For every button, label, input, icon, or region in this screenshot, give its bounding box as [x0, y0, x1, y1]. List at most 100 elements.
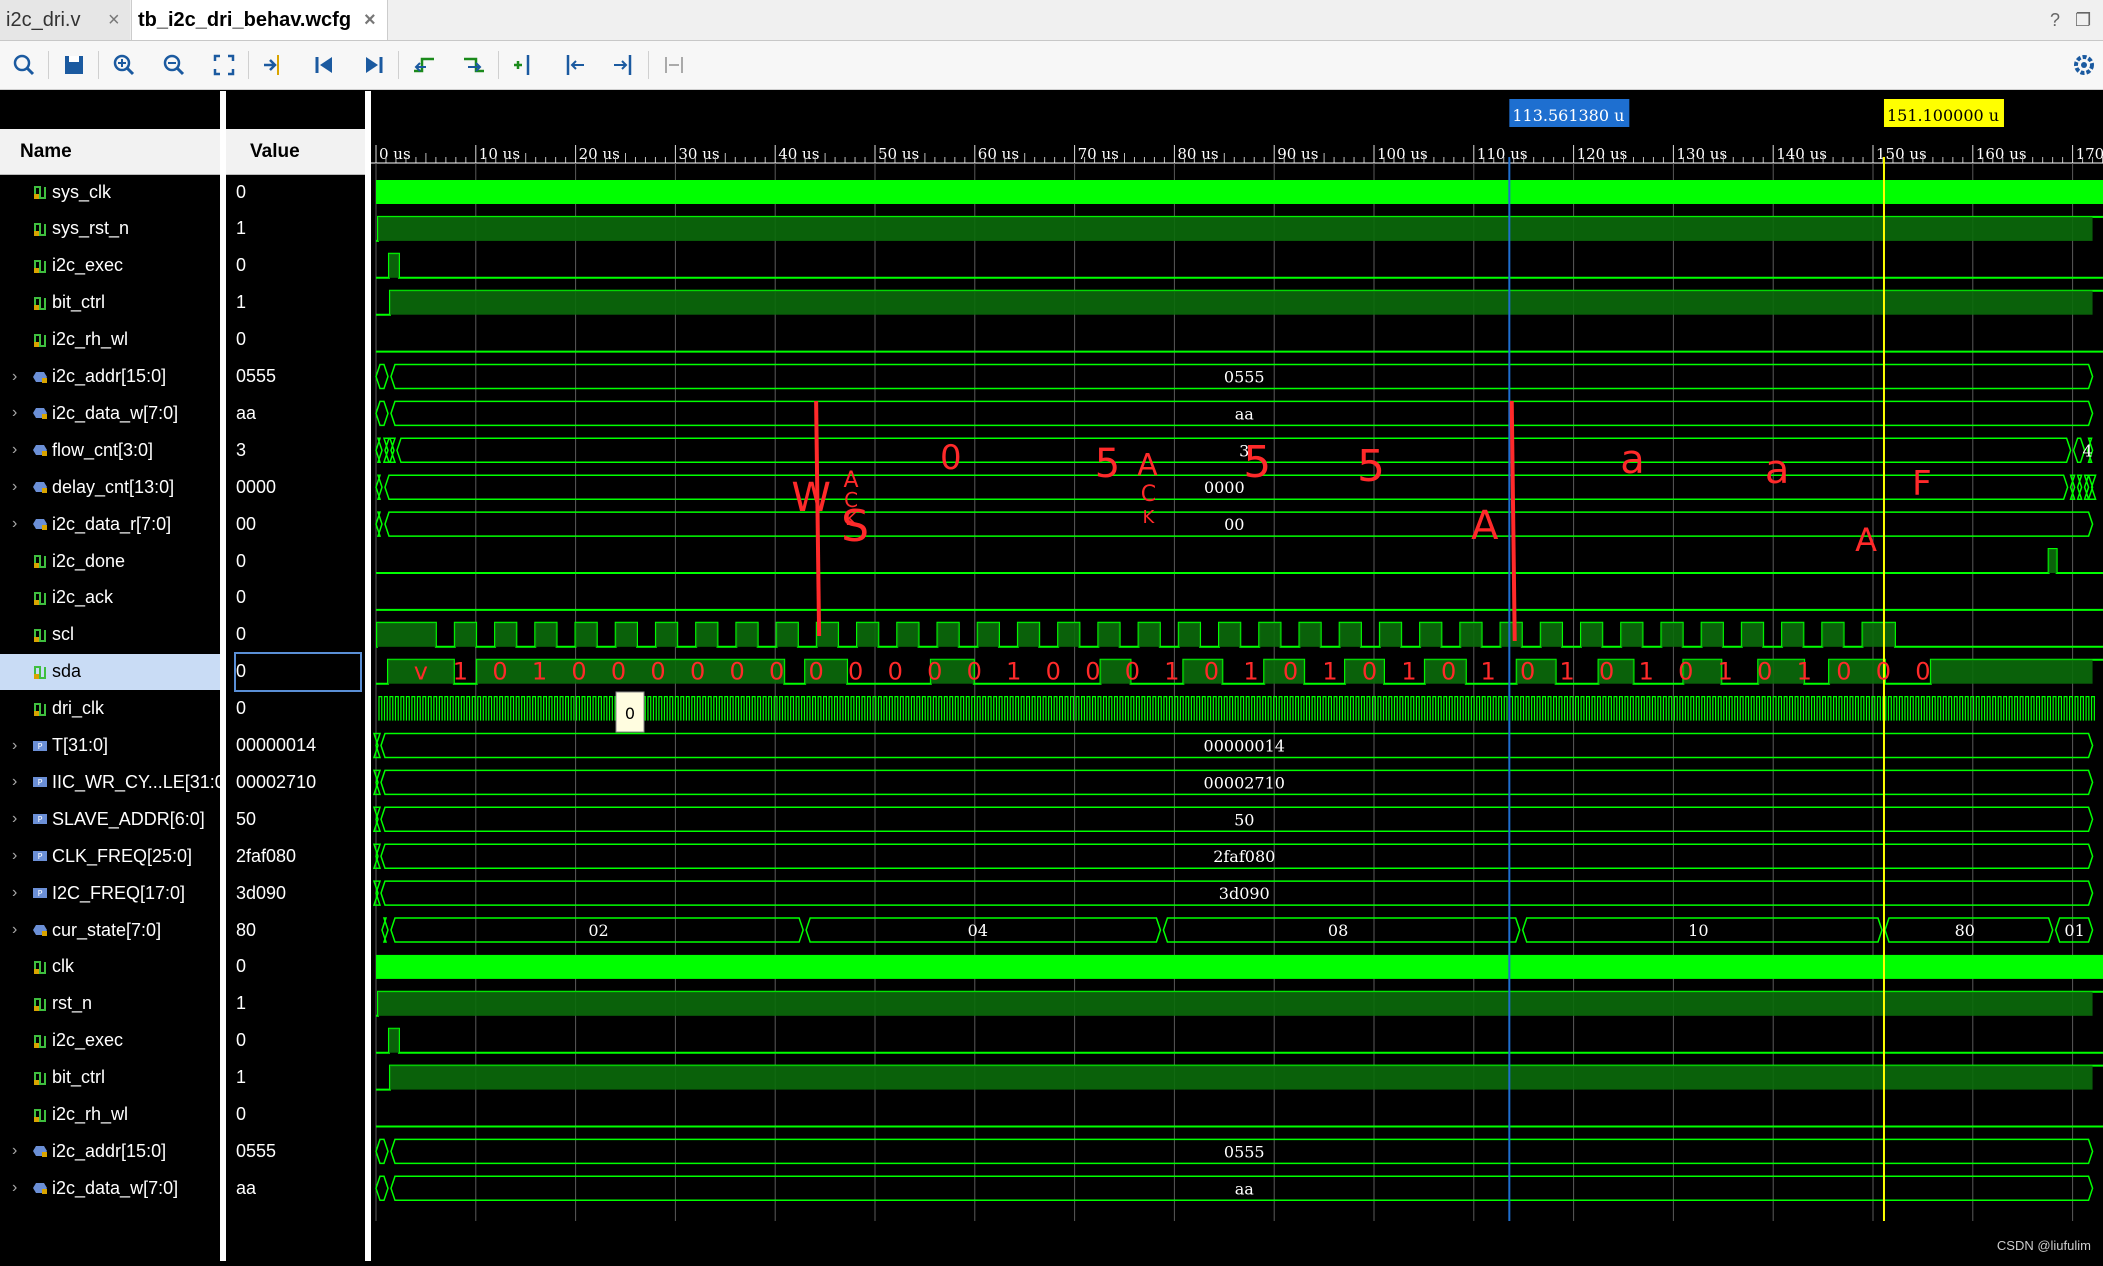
previous-transition-icon[interactable] [408, 49, 440, 81]
i2c-exec-2-wave-high-fill [388, 1028, 399, 1053]
signal-name: clk [52, 956, 74, 977]
zoom-out-icon[interactable] [158, 49, 190, 81]
logic-signal-icon [34, 1034, 46, 1048]
signal-row-clk-freq-25-0-[interactable]: › P CLK_FREQ[25:0] [0, 838, 220, 874]
cur-state-segment [1162, 917, 1521, 943]
slave-addr-wave-segment [380, 806, 2094, 833]
save-icon[interactable] [58, 49, 90, 81]
go-to-time-0-icon[interactable] [308, 49, 340, 81]
signal-row-scl[interactable]: scl [0, 617, 220, 653]
svg-text:P: P [38, 815, 43, 824]
chevron-right-icon[interactable]: › [12, 515, 18, 533]
signal-row-i2c-freq-17-0-[interactable]: › P I2C_FREQ[17:0] [0, 875, 220, 911]
chevron-right-icon[interactable]: › [12, 404, 18, 422]
signal-row-iic-wr-cy-le-31-0-[interactable]: › P IIC_WR_CY...LE[31:0] [0, 764, 230, 800]
signal-value: 00 [236, 513, 257, 534]
i2c-data-w-2-wave-segment [390, 1175, 2094, 1202]
chevron-right-icon[interactable]: › [12, 810, 18, 828]
swap-cursors-icon[interactable] [658, 49, 690, 81]
pane-splitter[interactable] [220, 91, 226, 1261]
chevron-right-icon[interactable]: › [12, 1179, 18, 1197]
close-icon[interactable]: × [364, 8, 376, 31]
add-marker-icon[interactable] [508, 49, 540, 81]
signal-row-cur-state-7-0-[interactable]: › cur_state[7:0] [0, 912, 220, 948]
chevron-right-icon[interactable]: › [12, 1142, 18, 1160]
chevron-right-icon[interactable]: › [12, 847, 18, 865]
signal-row-i2c-ack[interactable]: i2c_ack [0, 580, 220, 616]
help-icon[interactable]: ? [2050, 10, 2061, 30]
scl-wave-high-fill [1299, 622, 1321, 647]
signal-row-i2c-done[interactable]: i2c_done [0, 543, 220, 579]
scl-wave-high-fill [1540, 622, 1563, 647]
i2c-freq-wave-value: 3d090 [1219, 884, 1270, 903]
tab-tb-i2c-dri-behav-wcfg[interactable]: tb_i2c_dri_behav.wcfg × [131, 0, 388, 40]
signal-row-i2c-rh-wl[interactable]: i2c_rh_wl [0, 322, 220, 358]
chevron-right-icon[interactable]: › [12, 884, 18, 902]
signal-value: 0 [236, 587, 247, 608]
chevron-right-icon[interactable]: › [12, 921, 18, 938]
zoom-in-icon[interactable] [108, 49, 140, 81]
signal-value: 1 [236, 218, 247, 239]
close-icon[interactable]: × [108, 8, 120, 31]
signal-row-delay-cnt-13-0-[interactable]: › delay_cnt[13:0] [0, 469, 220, 505]
signal-row-i2c-data-r-7-0-[interactable]: › i2c_data_r[7:0] [0, 506, 220, 542]
signal-row-i2c-data-w-7-0-[interactable]: › i2c_data_w[7:0] [0, 395, 220, 431]
signal-row-sys-clk[interactable]: sys_clk [0, 174, 220, 210]
signal-row-t-31-0-[interactable]: › P T[31:0] [0, 728, 220, 764]
zoom-fit-icon[interactable] [208, 49, 240, 81]
handwritten-separator [1509, 400, 1517, 642]
name-column-header[interactable]: Name [0, 129, 220, 175]
sda-bit-annotation: 1 [1243, 658, 1258, 686]
i2c-data-w-2-wave-segment [375, 1175, 389, 1202]
restore-icon[interactable]: ❐ [2075, 10, 2092, 30]
sda-wave-high-fill [1345, 659, 1384, 684]
signal-row-bit-ctrl[interactable]: bit_ctrl [0, 285, 220, 321]
chevron-right-icon[interactable]: › [12, 441, 18, 459]
signal-row-dri-clk[interactable]: dri_clk [0, 691, 220, 727]
chevron-right-icon[interactable]: › [12, 773, 18, 791]
i2c-done-wave-high-fill [2048, 549, 2057, 573]
settings-gear-icon[interactable] [2068, 49, 2100, 81]
i2c-addr-2-wave-segment [375, 1138, 389, 1165]
logic-signal-icon [34, 960, 46, 974]
signal-row-flow-cnt-3-0-[interactable]: › flow_cnt[3:0] [0, 432, 220, 468]
chevron-right-icon[interactable]: › [12, 736, 18, 754]
logic-signal-icon [34, 1071, 46, 1085]
signal-name: sys_clk [52, 181, 112, 202]
pane-splitter[interactable] [365, 91, 371, 1261]
signal-value-pane: Value 0 1 0 1 0 0555 aa 3 0000 00 0 0 0 0 0 00000014 000… [226, 91, 365, 1261]
go-to-cursor-icon[interactable] [258, 49, 290, 81]
signal-row-i2c-data-w-7-0-[interactable]: › i2c_data_w[7:0] [0, 1170, 220, 1206]
signal-row-sda[interactable]: sda [0, 653, 220, 690]
signal-name: i2c_data_w[7:0] [52, 1177, 179, 1198]
toolbar-separator [498, 51, 499, 79]
tab-i2c-dri-v[interactable]: i2c_dri.v × [0, 0, 130, 40]
signal-row-bit-ctrl[interactable]: bit_ctrl [0, 1060, 220, 1096]
next-marker-icon[interactable] [608, 49, 640, 81]
signal-row-rst-n[interactable]: rst_n [0, 986, 220, 1022]
i2c-addr-wave-segment [375, 363, 389, 390]
signal-row-sys-rst-n[interactable]: sys_rst_n [0, 211, 220, 247]
search-icon[interactable] [8, 49, 40, 81]
go-to-last-time-icon[interactable] [358, 49, 390, 81]
next-transition-icon[interactable] [458, 49, 490, 81]
signal-row-i2c-exec[interactable]: i2c_exec [0, 248, 220, 284]
waveform-area[interactable]: 0 us 10 us 20 us 30 us 40 us 50 us 60 us 70 us 8… [371, 91, 2103, 1266]
scl-wave-high-fill [1460, 622, 1482, 647]
chevron-right-icon[interactable]: › [12, 478, 18, 496]
signal-row-i2c-exec[interactable]: i2c_exec [0, 1023, 220, 1059]
scl-wave-high-fill [1701, 622, 1723, 647]
signal-row-slave-addr-6-0-[interactable]: › P SLAVE_ADDR[6:0] [0, 801, 220, 837]
signal-row-clk[interactable]: clk [0, 949, 220, 985]
value-column-header[interactable]: Value [226, 129, 365, 175]
t-wave-value: 00000014 [1204, 737, 1285, 756]
previous-marker-icon[interactable] [558, 49, 590, 81]
waveform-canvas[interactable]: 0 us 10 us 20 us 30 us 40 us 50 us 60 us 70 us 8… [371, 91, 2103, 1261]
scl-wave-high-fill [1339, 622, 1361, 647]
signal-row-i2c-addr-15-0-[interactable]: › i2c_addr[15:0] [0, 359, 220, 395]
sda-wave-high-fill [1598, 659, 1634, 684]
bus-signal-icon [33, 408, 47, 420]
signal-row-i2c-addr-15-0-[interactable]: › i2c_addr[15:0] [0, 1133, 220, 1169]
chevron-right-icon[interactable]: › [12, 367, 18, 385]
signal-row-i2c-rh-wl[interactable]: i2c_rh_wl [0, 1097, 220, 1133]
